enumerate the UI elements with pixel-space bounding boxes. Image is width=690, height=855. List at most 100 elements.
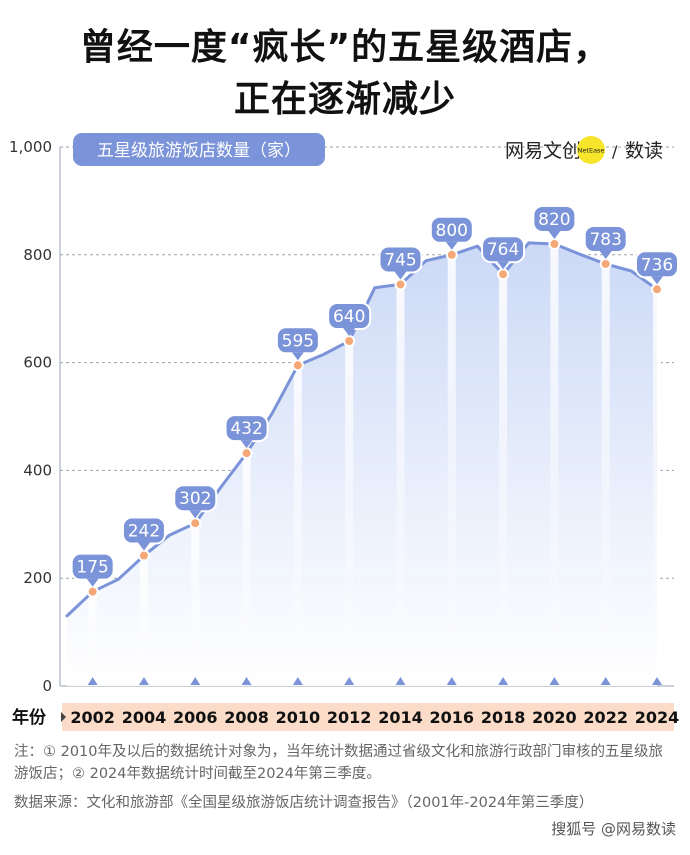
data-point <box>137 549 150 562</box>
data-label: 820 <box>538 210 570 230</box>
data-labels: 175 242 302 432 595 640 745 800 764 820 783 736 <box>70 205 679 587</box>
x-marker <box>87 677 98 685</box>
label-stem <box>191 523 200 686</box>
data-point <box>291 359 304 372</box>
data-label-group: 783 <box>583 224 628 259</box>
x-marker <box>292 677 303 685</box>
label-stem <box>396 284 405 686</box>
x-marker <box>395 677 406 685</box>
data-label-group: 764 <box>481 235 526 270</box>
data-point <box>599 257 612 270</box>
data-label-pointer <box>445 241 458 250</box>
data-label-pointer <box>137 542 150 551</box>
x-axis-label: 年份 <box>12 707 47 728</box>
data-label-pointer <box>548 231 561 240</box>
x-marker <box>446 677 457 685</box>
data-point <box>343 335 356 348</box>
data-label-group: 800 <box>429 215 474 250</box>
x-marker <box>190 677 201 685</box>
footnote: 注：① 2010年及以后的数据统计对象为，当年统计数据通过省级文化和旅游行政部门… <box>14 744 664 782</box>
data-points <box>86 238 663 598</box>
x-marker <box>241 677 252 685</box>
chart: 0 200 400 600 800 1,000 175 242 302 432 595 640 745… <box>9 133 680 731</box>
x-tick-label: 2018 <box>481 708 526 727</box>
data-label-group: 175 <box>70 552 115 587</box>
label-stem <box>293 365 302 686</box>
data-label: 242 <box>128 522 160 542</box>
watermark: 搜狐号 @网易数读 <box>551 820 676 838</box>
brand-name-2: 数读 <box>625 140 663 162</box>
brand-logo: 网易文创 NetEase / 数读 <box>505 136 663 164</box>
page-title-line-2: 正在逐渐减少 <box>233 79 456 120</box>
label-stem <box>139 555 148 686</box>
data-source: 数据来源：文化和旅游部《全国星级旅游饭店统计调查报告》（2001年-2024年第… <box>14 795 594 811</box>
data-point <box>240 447 253 460</box>
x-tick-label: 2014 <box>378 708 423 727</box>
x-marker <box>600 677 611 685</box>
x-marker <box>344 677 355 685</box>
x-marker <box>138 677 149 685</box>
label-stem <box>447 254 456 687</box>
x-tick-label: 2020 <box>532 708 577 727</box>
brand-badge-text: NetEase <box>578 147 605 155</box>
data-label-pointer <box>86 578 99 587</box>
label-stem <box>88 591 97 686</box>
data-label-group: 595 <box>275 326 320 361</box>
y-tick-label: 800 <box>23 246 52 264</box>
label-stems <box>88 244 661 687</box>
x-tick-label: 2002 <box>70 708 115 727</box>
brand-badge-circle <box>577 136 605 164</box>
x-tick-label: 2008 <box>224 708 269 727</box>
x-tick-label: 2010 <box>276 708 321 727</box>
data-label-group: 640 <box>327 302 372 337</box>
data-label-group: 736 <box>635 250 679 285</box>
data-point <box>394 278 407 291</box>
x-tick-label: 2016 <box>430 708 475 727</box>
data-label: 595 <box>282 331 314 351</box>
label-stem <box>345 341 354 686</box>
data-label: 800 <box>436 221 468 241</box>
label-stem <box>499 274 508 686</box>
x-tick-label: 2024 <box>635 708 680 727</box>
data-label-group: 745 <box>378 245 423 280</box>
data-point <box>497 268 510 281</box>
x-tick-label: 2004 <box>122 708 167 727</box>
brand-separator: / <box>612 142 618 161</box>
data-label: 175 <box>76 558 108 578</box>
x-tick-label: 2012 <box>327 708 372 727</box>
y-tick-label: 0 <box>42 677 52 695</box>
label-stem <box>242 453 251 686</box>
data-point <box>651 283 663 296</box>
x-marker <box>652 677 662 685</box>
data-label: 736 <box>641 255 673 275</box>
label-stem <box>653 289 661 686</box>
data-label-pointer <box>651 276 663 285</box>
x-marker <box>498 677 509 685</box>
x-axis-label-arrow <box>61 712 66 722</box>
y-axis-tick-labels: 0 200 400 600 800 1,000 <box>9 138 52 695</box>
data-label: 764 <box>487 240 519 260</box>
area-fill <box>67 242 657 686</box>
label-stem <box>601 263 610 686</box>
data-label-pointer <box>343 328 356 337</box>
x-axis-band <box>62 703 674 731</box>
data-label: 640 <box>333 307 365 327</box>
data-label-pointer <box>599 250 612 259</box>
data-label: 432 <box>230 419 262 439</box>
data-point <box>189 517 202 530</box>
data-label-pointer <box>240 440 253 449</box>
y-tick-label: 1,000 <box>9 138 52 156</box>
y-tick-label: 600 <box>23 354 52 372</box>
data-label-pointer <box>189 510 202 519</box>
data-label-group: 432 <box>224 414 269 449</box>
data-label-group: 820 <box>532 205 577 240</box>
y-tick-label: 400 <box>23 461 52 479</box>
y-tick-label: 200 <box>23 569 52 587</box>
data-point <box>86 585 99 598</box>
data-label-pointer <box>497 261 510 270</box>
data-label: 783 <box>589 230 621 250</box>
chart-title: 五星级旅游饭店数量（家） <box>97 141 301 161</box>
data-label-pointer <box>291 352 304 361</box>
data-label-pointer <box>394 271 407 280</box>
data-label-group: 242 <box>121 516 166 551</box>
